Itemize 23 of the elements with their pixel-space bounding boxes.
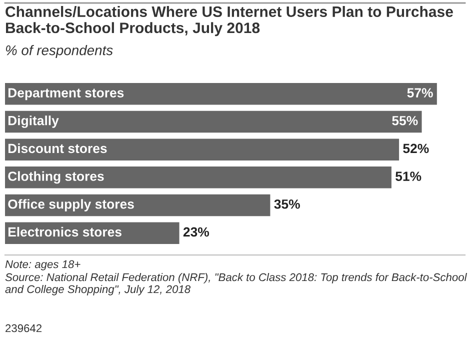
bar xyxy=(5,83,437,105)
text: 239642 xyxy=(6,324,42,332)
data-label: 51% xyxy=(396,172,422,181)
chart-title: Channels/Locations Where US Internet Users Plan to Purchase Back-to-School Products, July 2018 xyxy=(6,6,453,36)
bar xyxy=(5,138,400,160)
data-label: 52% xyxy=(403,144,429,154)
y-tick-label: Department stores xyxy=(8,88,124,100)
bar xyxy=(5,110,422,133)
chart-subtitle: % of respondents xyxy=(6,45,113,58)
y-tick-label: Clothing stores xyxy=(8,171,104,184)
source-note: Source: National Retail Federation (NRF), "Back to Class 2018: Top trends for Back-to-School and College Shopping", July 12, 2018 xyxy=(5,273,468,296)
bar xyxy=(5,166,392,188)
bar xyxy=(5,222,180,244)
bar xyxy=(5,194,270,216)
y-tick-label: Office supply stores xyxy=(8,199,134,212)
text: Note: ages 18+ xyxy=(5,260,80,270)
data-label: 35% xyxy=(274,199,300,209)
y-tick-label: Discount stores xyxy=(8,143,107,154)
data-label: 23% xyxy=(183,227,210,237)
data-label: 57% xyxy=(407,88,433,98)
data-label: 55% xyxy=(392,116,418,126)
y-tick-label: Digitally xyxy=(8,116,59,128)
y-tick-label: Electronics stores xyxy=(8,226,122,237)
